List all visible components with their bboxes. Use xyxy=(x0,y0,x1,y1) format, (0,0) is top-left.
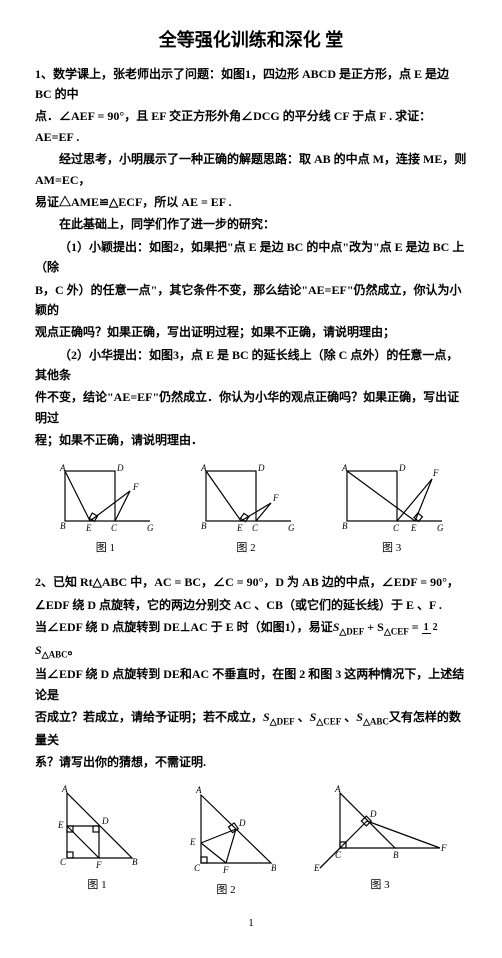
svg-text:E: E xyxy=(85,523,92,533)
p2-line5a: 否成立？若成立，请给予证明；若不成立， xyxy=(35,710,263,724)
svg-text:A: A xyxy=(59,463,66,473)
es22: △CEF xyxy=(316,717,341,727)
svg-text:A: A xyxy=(334,784,341,794)
eq-sub2: △CEF xyxy=(384,626,409,636)
p1-line2: 点．∠AEF = 90°，且 EF 交正方形外角∠DCG 的平分线 CF 于点 … xyxy=(35,106,467,147)
p2-line2: ∠EDF 绕 D 点旋转，它的两边分别交 AC 、CB（或它们的延长线）于 E … xyxy=(35,595,467,615)
svg-text:D: D xyxy=(101,816,109,826)
p1-sub2b: 件不变，结论"AE=EF"仍然成立．你认为小华的观点正确吗？如果正确，写出证明过 xyxy=(35,387,467,428)
p1-fig3-label: 图 3 xyxy=(337,539,447,558)
p1-sub1c: 观点正确吗？如果正确，写出证明过程；如果不正确，请说明理由； xyxy=(35,322,467,342)
p2-line5: 否成立？若成立，请给予证明；若不成立，S△DEF 、S△CEF 、S△ABC又有… xyxy=(35,707,467,750)
svg-text:G: G xyxy=(288,523,295,533)
S2: S xyxy=(263,710,270,724)
svg-text:F: F xyxy=(222,865,229,875)
p2-line4: 当∠EDF 绕 D 点旋转到 DE和AC 不垂直时，在图 2 和图 3 这两种情… xyxy=(35,664,467,705)
svg-text:F: F xyxy=(272,493,279,503)
svg-text:F: F xyxy=(440,843,447,853)
svg-text:C: C xyxy=(194,863,201,873)
eq-dot: 。 xyxy=(68,643,80,657)
svg-text:E: E xyxy=(57,820,64,830)
p2-line3a: 当∠EDF 绕 D 点旋转到 DE⊥AC 于 E 时（如图1），易证 xyxy=(35,620,333,634)
svg-text:A: A xyxy=(195,785,202,795)
p1-fig3: A D B CE F G 图 3 xyxy=(337,461,447,558)
svg-text:B: B xyxy=(342,521,348,531)
svg-text:C: C xyxy=(335,850,342,860)
svg-text:B: B xyxy=(60,521,66,531)
eq-sub3: △ABC xyxy=(42,649,68,659)
svg-text:A: A xyxy=(61,784,68,794)
p2-line3: 当∠EDF 绕 D 点旋转到 DE⊥AC 于 E 时（如图1），易证S△DEF … xyxy=(35,617,467,662)
svg-text:C: C xyxy=(60,857,67,867)
eq-eq: = xyxy=(409,620,422,634)
S4: S xyxy=(356,710,363,724)
c1: 、 xyxy=(295,710,310,724)
svg-text:B: B xyxy=(393,850,399,860)
p2-fig2-label: 图 2 xyxy=(176,881,276,900)
svg-text:E: E xyxy=(410,523,417,533)
page-number: 1 xyxy=(35,914,467,933)
p1-body3: 在此基础上，同学们作了进一步的研究： xyxy=(35,214,467,234)
p2-fig3: A D C B E F 图 3 xyxy=(310,783,450,900)
svg-text:D: D xyxy=(257,463,265,473)
p1-line1: 1、数学课上，张老师出示了问题：如图1，四边形 ABCD 是正方形，点 E 是边… xyxy=(35,64,467,105)
eq-S3: S xyxy=(35,643,42,657)
svg-text:C: C xyxy=(393,523,400,533)
svg-text:E: E xyxy=(236,523,243,533)
svg-text:D: D xyxy=(369,809,377,819)
S3: S xyxy=(310,710,317,724)
svg-text:G: G xyxy=(147,523,154,533)
svg-text:C: C xyxy=(252,523,259,533)
p1-sub1b: B，C 外）的任意一点"，其它条件不变，那么结论"AE=EF"仍然成立，你认为小… xyxy=(35,280,467,321)
p1-fig1-label: 图 1 xyxy=(55,539,155,558)
p1-body1: 经过思考，小明展示了一种正确的解题思路：取 AB 的中点 M，连接 ME，则 A… xyxy=(35,149,467,190)
svg-text:A: A xyxy=(200,463,207,473)
p1-fig2-label: 图 2 xyxy=(196,539,296,558)
p1-sub2a: （2）小华提出：如图3，点 E 是 BC 的延长线上（除 C 点外）的任意一点，… xyxy=(35,345,467,386)
p2-line6: 系？请写出你的猜想，不需证明. xyxy=(35,752,467,772)
c2: 、 xyxy=(341,710,356,724)
p1-fig2: A D B EC F G 图 2 xyxy=(196,461,296,558)
svg-text:F: F xyxy=(432,468,439,478)
svg-text:D: D xyxy=(398,463,406,473)
svg-text:F: F xyxy=(95,860,102,870)
frac-half: 12 xyxy=(422,623,440,633)
svg-text:A: A xyxy=(341,463,348,473)
svg-text:G: G xyxy=(437,523,444,533)
eq-sub1: △DEF xyxy=(339,626,364,636)
svg-text:B: B xyxy=(271,863,276,873)
problem1-figures: ADB ECFG 图 1 ADB ECFG 图 2 ADB CEFG 图 3 xyxy=(35,461,467,558)
problem2-figures: A E D C F B 图 1 A E D C F B 图 2 A D C B E F 图 3 xyxy=(35,783,467,900)
es23: △ABC xyxy=(363,717,389,727)
eq-plus: + S xyxy=(364,620,384,634)
p1-body2: 易证△AME≌△ECF，所以 AE = EF . xyxy=(35,192,467,212)
es21: △DEF xyxy=(270,717,295,727)
svg-text:E: E xyxy=(313,863,320,873)
p1-fig1: A D B E C F G 图 1 xyxy=(55,461,155,558)
p1-sub2c: 程；如果不正确，请说明理由． xyxy=(35,430,467,450)
p2-fig2: A E D C F B 图 2 xyxy=(176,783,276,900)
p2-line1: 2、已知 Rt△ABC 中，AC = BC，∠C = 90°，D 为 AB 边的… xyxy=(35,572,467,592)
p1-sub1a: （1）小颖提出：如图2，如果把"点 E 是边 BC 的中点"改为"点 E 是边 … xyxy=(35,237,467,278)
svg-text:D: D xyxy=(116,463,124,473)
svg-text:F: F xyxy=(132,482,139,492)
p2-fig3-label: 图 3 xyxy=(310,876,450,895)
p2-fig1: A E D C F B 图 1 xyxy=(52,783,142,900)
svg-text:B: B xyxy=(132,857,138,867)
svg-text:B: B xyxy=(201,521,207,531)
svg-text:E: E xyxy=(189,837,196,847)
page-title: 全等强化训练和深化 堂 xyxy=(35,25,467,56)
p2-fig1-label: 图 1 xyxy=(52,876,142,895)
svg-text:C: C xyxy=(111,523,118,533)
svg-text:D: D xyxy=(238,818,246,828)
